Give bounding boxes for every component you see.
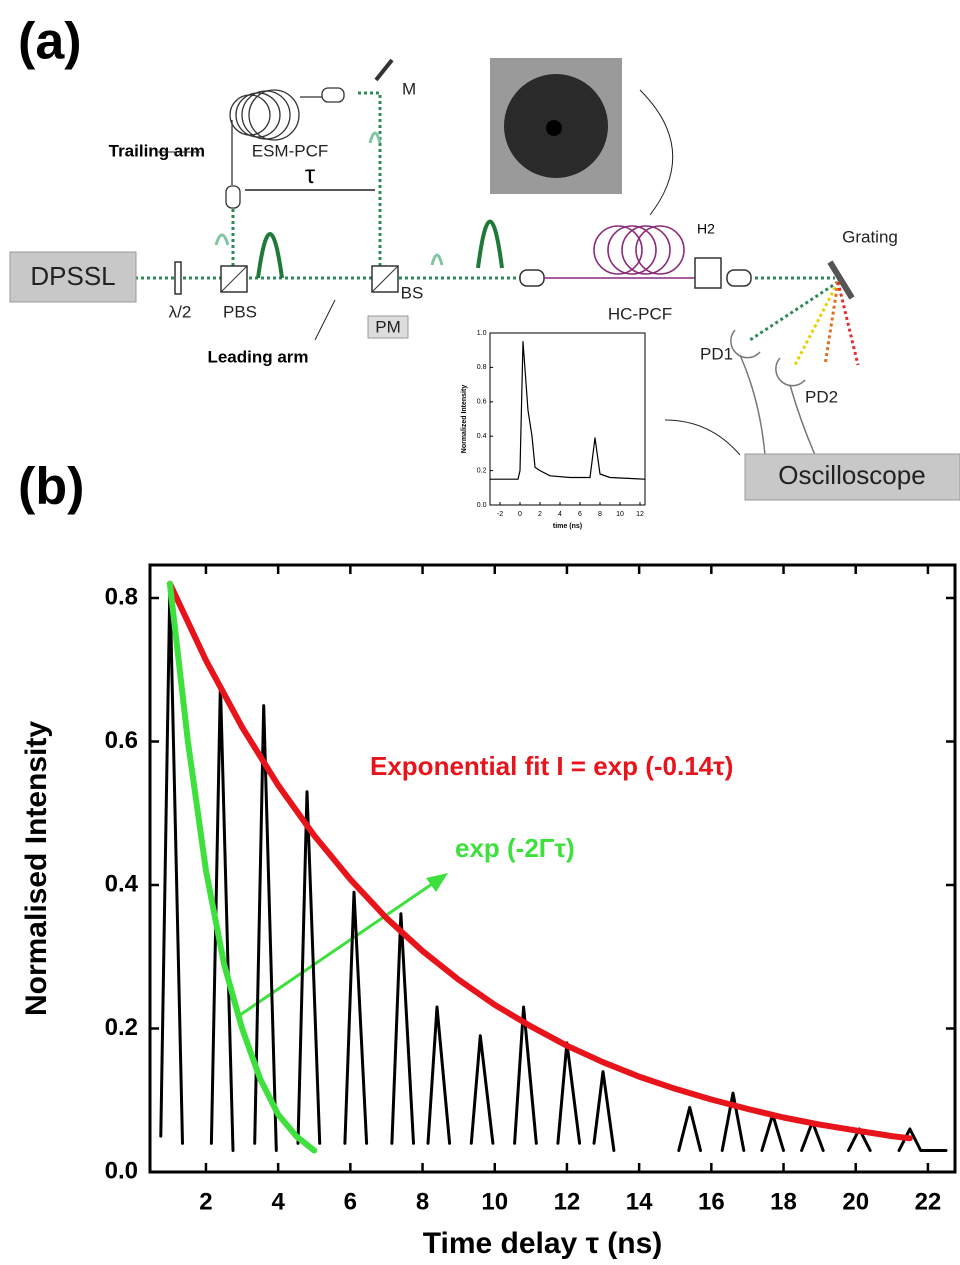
esm-pcf-label: ESM-PCF bbox=[252, 141, 329, 160]
pbs-label: PBS bbox=[223, 302, 257, 321]
bs-label: BS bbox=[401, 283, 424, 302]
photodiodes bbox=[730, 329, 816, 456]
y-tick-label: 0.8 bbox=[105, 583, 138, 610]
mirror bbox=[374, 58, 394, 82]
x-tick-label: -2 bbox=[497, 511, 503, 518]
y-tick-label: 0.0 bbox=[105, 1157, 138, 1184]
x-tick-label: 14 bbox=[626, 1189, 653, 1216]
laser-label: DPSSL bbox=[30, 261, 115, 291]
gas-cell bbox=[694, 257, 722, 289]
y-tick-label: 0.0 bbox=[477, 502, 487, 509]
series-line bbox=[489, 341, 646, 480]
y-tick-label: 0.6 bbox=[105, 727, 138, 754]
y-tick-label: 0.4 bbox=[105, 870, 139, 897]
x-tick-label: 10 bbox=[481, 1189, 508, 1216]
laser-box bbox=[9, 251, 137, 303]
grating-label: Grating bbox=[842, 227, 898, 246]
y-tick-label: 0.8 bbox=[477, 364, 487, 371]
pulses bbox=[214, 131, 504, 279]
plot-frame bbox=[489, 332, 646, 506]
pm-box bbox=[367, 315, 409, 339]
annotation: exp (-2Γτ) bbox=[455, 833, 575, 863]
arrow bbox=[314, 299, 336, 341]
h2-label: H2 bbox=[697, 221, 715, 237]
x-tick-label: 4 bbox=[271, 1189, 285, 1216]
x-tick-label: 6 bbox=[578, 511, 582, 518]
esm-pcf-coil bbox=[225, 87, 345, 209]
x-tick-label: 8 bbox=[598, 511, 602, 518]
trailing-arm-label: Trailing arm bbox=[109, 141, 205, 160]
plot-frame bbox=[148, 563, 957, 1174]
x-tick-label: 18 bbox=[770, 1189, 797, 1216]
y-axis-label: Normalised Intensity bbox=[20, 721, 53, 1016]
y-axis-label: Normalized Intensity bbox=[461, 385, 468, 454]
waveplate-label: λ/2 bbox=[169, 302, 192, 321]
leading-arm-label: Leading arm bbox=[207, 347, 308, 366]
bs bbox=[371, 265, 399, 293]
x-tick-label: 12 bbox=[636, 511, 644, 518]
oscilloscope-box bbox=[744, 453, 960, 501]
waveplate bbox=[174, 261, 182, 295]
annotation: Exponential fit I = exp (-0.14τ) bbox=[370, 751, 733, 781]
series-line bbox=[166, 580, 913, 1142]
arrow bbox=[639, 89, 674, 216]
x-tick-label: 12 bbox=[554, 1189, 581, 1216]
y-tick-label: 1.0 bbox=[477, 330, 487, 337]
panel-label: (b) bbox=[18, 458, 84, 516]
series-line bbox=[166, 580, 318, 1154]
x-axis-label: Time delay τ (ns) bbox=[423, 1227, 663, 1260]
x-tick-label: 22 bbox=[915, 1189, 942, 1216]
tau-label: τ bbox=[305, 159, 316, 189]
x-tick-label: 2 bbox=[199, 1189, 212, 1216]
pd2-label: PD2 bbox=[805, 387, 838, 406]
oscilloscope-label: Oscilloscope bbox=[778, 460, 925, 490]
grating bbox=[827, 260, 855, 300]
x-tick-label: 0 bbox=[518, 511, 522, 518]
dispersed-beams bbox=[749, 280, 860, 366]
x-tick-label: 8 bbox=[416, 1189, 429, 1216]
x-tick-label: 6 bbox=[344, 1189, 357, 1216]
beams bbox=[135, 91, 835, 280]
fiber-hole bbox=[546, 120, 562, 136]
x-tick-label: 16 bbox=[698, 1189, 725, 1216]
y-tick-label: 0.6 bbox=[477, 399, 487, 406]
panel-label: (a) bbox=[18, 13, 82, 71]
x-tick-label: 4 bbox=[558, 511, 562, 518]
y-tick-label: 0.4 bbox=[477, 433, 487, 440]
x-tick-label: 2 bbox=[538, 511, 542, 518]
y-tick-label: 0.2 bbox=[105, 1014, 138, 1041]
coupler bbox=[726, 269, 752, 287]
x-tick-label: 10 bbox=[616, 511, 624, 518]
x-tick-label: 20 bbox=[842, 1189, 869, 1216]
y-tick-label: 0.2 bbox=[477, 467, 487, 474]
x-axis-label: time (ns) bbox=[553, 523, 582, 530]
pd1-label: PD1 bbox=[700, 344, 733, 363]
hc-pcf-label: HC-PCF bbox=[608, 304, 672, 323]
pbs bbox=[220, 265, 248, 293]
hc-pcf-coil bbox=[544, 225, 700, 279]
mirror-label: M bbox=[402, 79, 416, 98]
pm-label: PM bbox=[375, 317, 401, 336]
arrow bbox=[664, 419, 741, 456]
coupler bbox=[519, 269, 545, 287]
